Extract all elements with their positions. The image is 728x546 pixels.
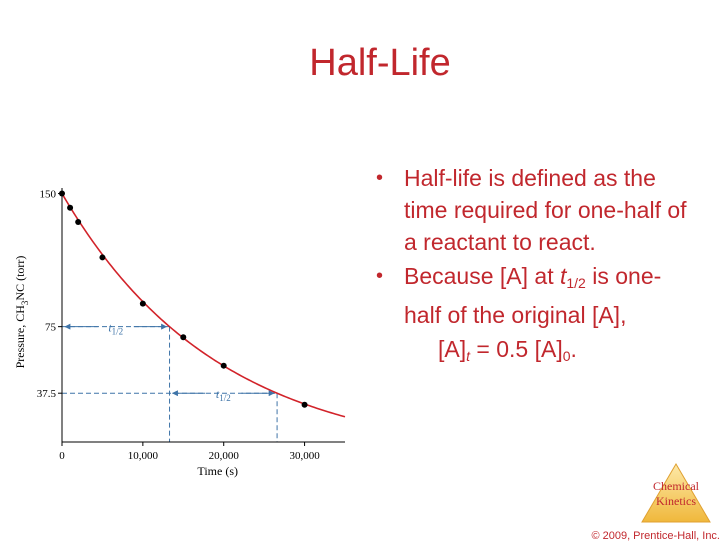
slide-title: Half-Life — [309, 42, 451, 84]
bullet-text-reason-suffix: is one-half of the original [A], — [404, 263, 662, 328]
guide-lines — [62, 326, 278, 442]
half-life-label: t1/2 — [216, 387, 231, 403]
data-point — [180, 334, 187, 341]
half-life-label: t1/2 — [108, 321, 123, 337]
data-point — [220, 362, 227, 369]
chemical-kinetics-badge: Chemical Kinetics — [641, 463, 711, 523]
half-life-symbol: t — [559, 263, 567, 289]
formula-lhs: [A] — [438, 336, 467, 362]
pressure-vs-time-chart: 0 10,000 20,000 30,000 150 75 37.5 t1/2 t1/2 Ti… — [13, 188, 346, 478]
half-life-subscript: 1/2 — [566, 275, 586, 291]
y-tick-label: 150 — [40, 189, 57, 201]
x-tick-label: 30,000 — [289, 450, 320, 462]
data-point — [301, 401, 308, 408]
formula-lhs-subscript: t — [466, 348, 471, 364]
x-tick-label: 0 — [59, 450, 65, 462]
formula-end: . — [570, 336, 577, 362]
y-axis-label-subscript: 3 — [20, 300, 30, 305]
y-tick-label: 37.5 — [37, 388, 57, 400]
copyright-notice: © 2009, Prentice-Hall, Inc. — [591, 530, 720, 542]
bullet-text-definition: Half-life is defined as the time require… — [404, 165, 687, 255]
y-axis-label-end: NC (torr) — [13, 256, 27, 301]
half-life-formula: [A]t = 0.5 [A]0. — [372, 333, 692, 372]
y-axis-label: Pressure, CH3NC (torr) — [13, 256, 30, 369]
half-life-markers: t1/2 t1/2 — [64, 321, 275, 403]
y-tick-label: 75 — [45, 322, 57, 334]
x-axis-label: Time (s) — [197, 464, 238, 478]
badge-text-line2: Kinetics — [656, 494, 696, 508]
formula-rhs-subscript: 0 — [562, 348, 571, 364]
data-point — [75, 218, 82, 225]
data-point — [99, 254, 106, 261]
x-tick-label: 20,000 — [209, 450, 240, 462]
axis-ticks: 0 10,000 20,000 30,000 150 75 37.5 — [37, 189, 320, 462]
data-points — [59, 190, 308, 408]
bullet-dot-icon: • — [376, 265, 384, 287]
bullet-list: • Half-life is defined as the time requi… — [372, 162, 692, 372]
bullet-text-reason-prefix: Because [A] at — [404, 263, 560, 289]
bullet-item-definition: • Half-life is defined as the time requi… — [372, 162, 692, 258]
x-tick-label: 10,000 — [128, 450, 159, 462]
badge-triangle-icon — [641, 463, 711, 523]
data-point — [67, 204, 74, 211]
bullet-dot-icon: • — [376, 167, 384, 189]
badge-text-line1: Chemical — [653, 479, 700, 493]
y-axis-label-main: Pressure, CH — [13, 305, 27, 369]
data-point — [139, 300, 146, 307]
decay-curve — [61, 193, 346, 418]
bullet-item-reason: • Because [A] at t1/2 is one-half of the… — [372, 260, 692, 331]
formula-rhs: = 0.5 [A] — [470, 336, 563, 362]
